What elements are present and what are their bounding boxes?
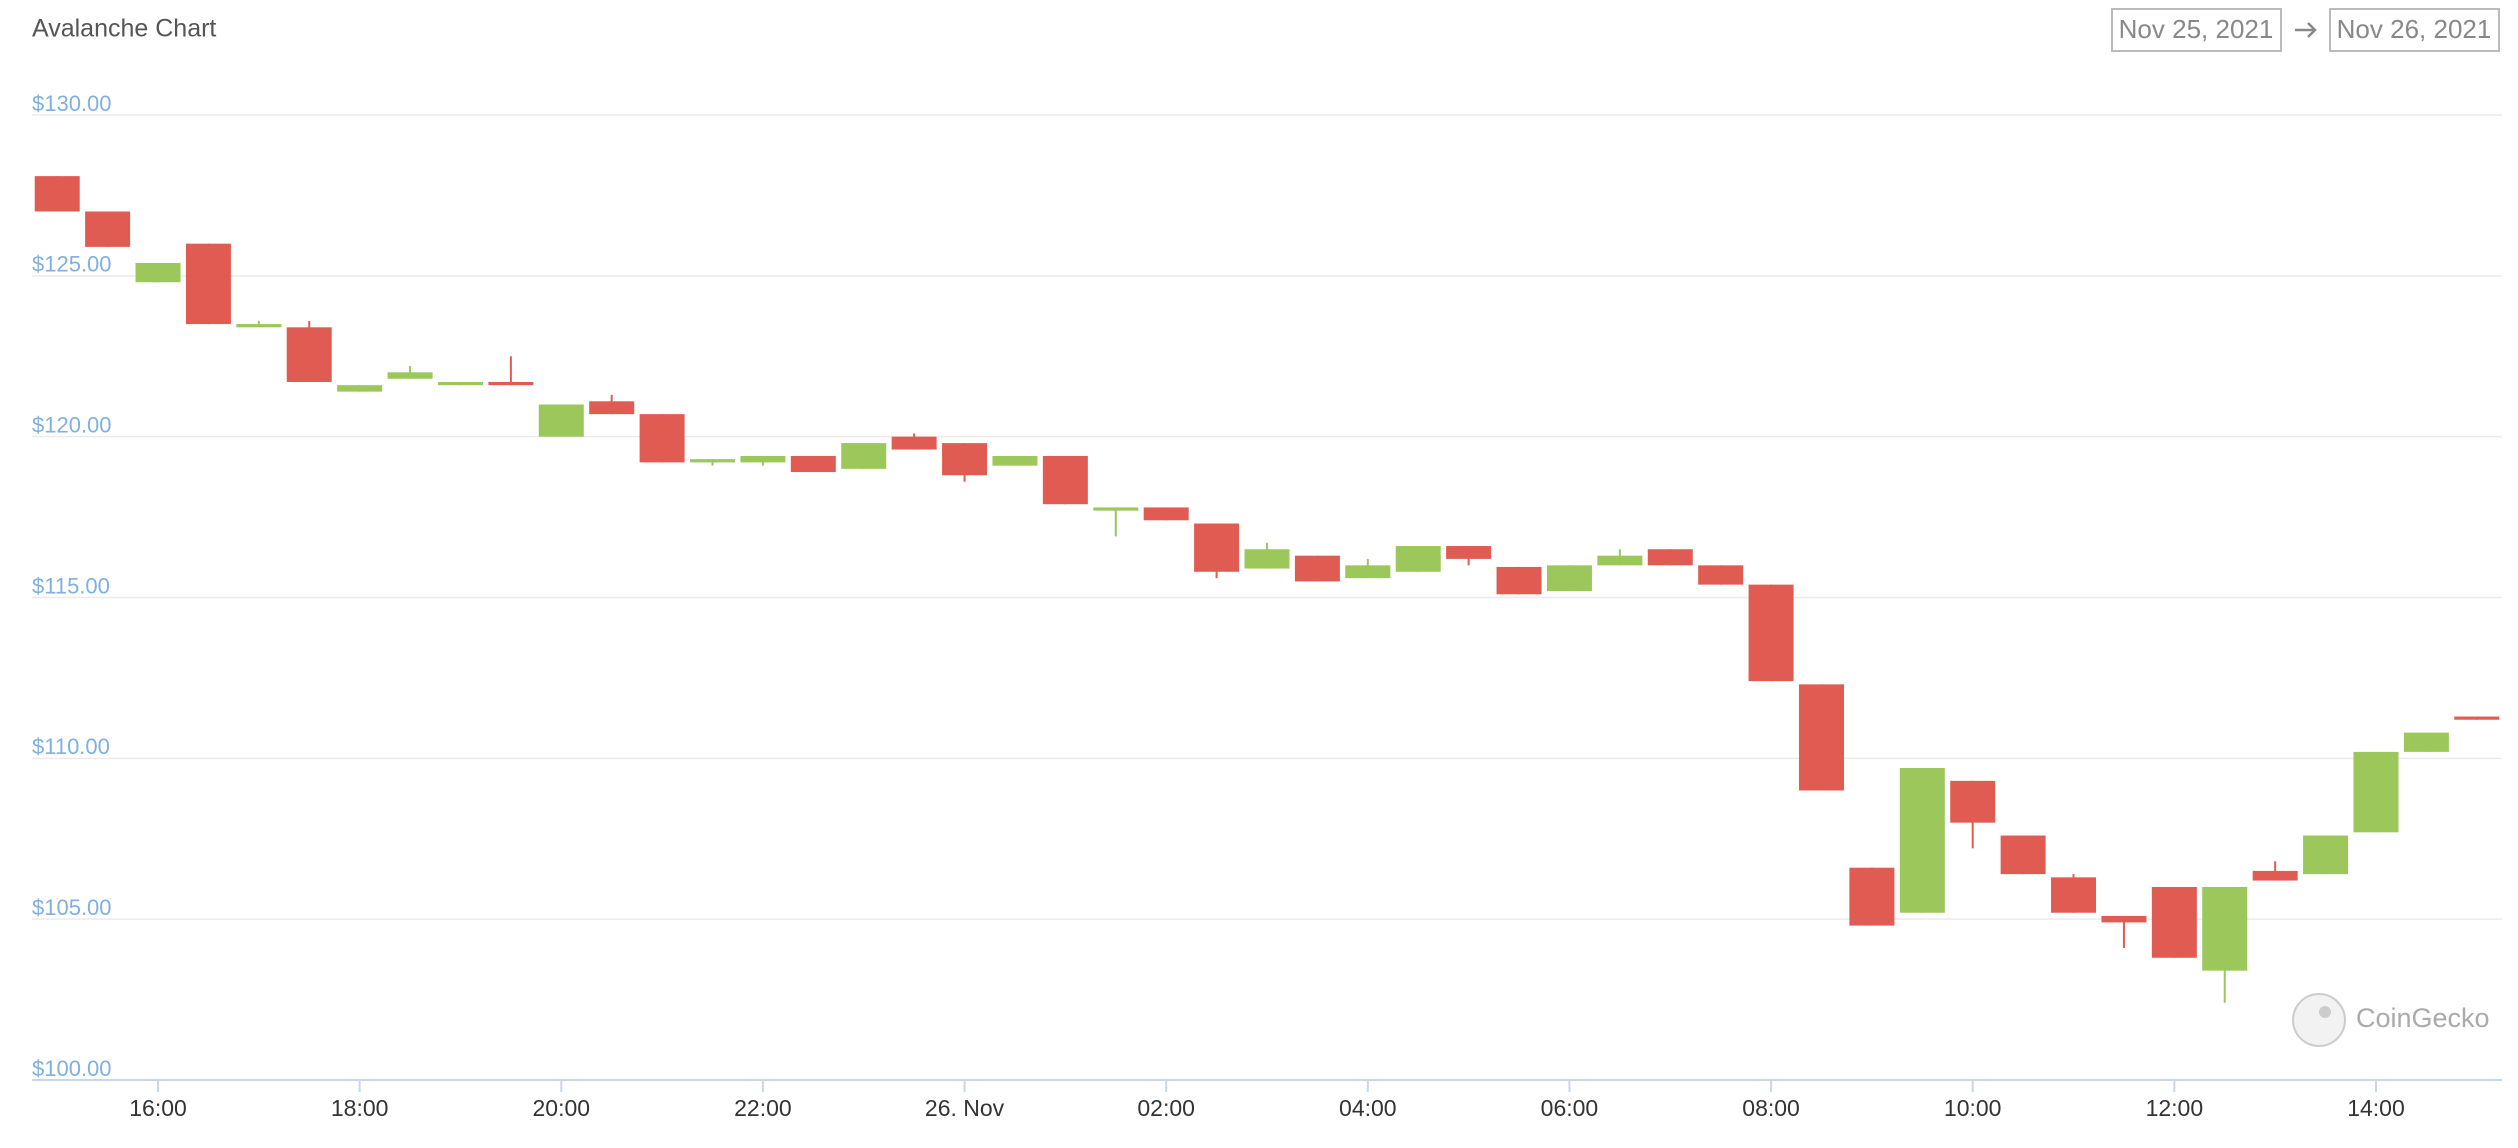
candle-body [1042, 455, 1088, 505]
chart-title: Avalanche Chart [32, 15, 216, 43]
candle-body [2101, 915, 2147, 923]
candle-body [34, 176, 80, 212]
candle-body [1546, 565, 1592, 592]
candle-body [286, 327, 332, 382]
y-tick-label: $100.00 [32, 1056, 112, 1081]
x-tick-label: 02:00 [1137, 1095, 1195, 1121]
candle-body [2454, 716, 2500, 720]
arrow-icon [2295, 22, 2317, 38]
y-tick-label: $105.00 [32, 895, 112, 920]
date-from-box[interactable] [2111, 8, 2282, 52]
candle-body [1093, 507, 1139, 511]
x-tick-label: 04:00 [1339, 1095, 1397, 1121]
candle-body [1698, 565, 1744, 585]
candle-body [1244, 549, 1290, 569]
candle-body [2000, 835, 2046, 875]
x-tick-label: 20:00 [533, 1095, 591, 1121]
candle-body [740, 455, 786, 463]
candle-body [1345, 565, 1391, 579]
candle-body [589, 401, 635, 415]
candle-body [538, 404, 584, 437]
candle-body [1496, 566, 1542, 595]
candle-body [639, 414, 685, 463]
candle-body [2403, 732, 2449, 752]
candle-body [1194, 523, 1240, 572]
candle-body [1950, 780, 1996, 823]
candle-body [488, 381, 534, 386]
watermark: CoinGecko [2356, 1003, 2490, 1033]
candle-body [1294, 555, 1340, 582]
candle-body [690, 459, 736, 463]
y-tick-label: $125.00 [32, 252, 112, 277]
date-from[interactable]: Nov 25, 2021 [2119, 14, 2274, 44]
candle-body [1748, 584, 1794, 682]
y-tick-label: $110.00 [32, 734, 110, 759]
candle-body [1798, 684, 1844, 791]
x-tick-label: 06:00 [1541, 1095, 1599, 1121]
date-to[interactable]: Nov 26, 2021 [2337, 14, 2492, 44]
watermark-logo [2292, 993, 2346, 1047]
candle-body [85, 211, 131, 247]
candle-body [337, 385, 383, 392]
candle-body [437, 381, 483, 386]
x-tick-label: 12:00 [2146, 1095, 2204, 1121]
x-tick-label: 22:00 [734, 1095, 792, 1121]
candle-body [790, 455, 836, 473]
candle-body [942, 443, 988, 476]
candle-body [992, 455, 1038, 466]
candle-body [2151, 887, 2197, 958]
candle-body [387, 372, 433, 379]
candle-body [2353, 751, 2399, 833]
candle-body [236, 324, 282, 328]
candle-body [185, 243, 231, 325]
x-tick-label: 18:00 [331, 1095, 389, 1121]
candle-body [1446, 546, 1492, 559]
x-tick-label: 14:00 [2347, 1095, 2405, 1121]
candle-body [891, 436, 937, 450]
candle-body [1647, 549, 1693, 566]
candle-body [1395, 546, 1441, 572]
candle-body [2051, 877, 2097, 913]
x-tick-label: 08:00 [1742, 1095, 1800, 1121]
y-tick-label: $130.00 [32, 91, 112, 116]
candle-body [135, 262, 181, 283]
candle-body [2202, 887, 2248, 971]
candle-body [2303, 835, 2349, 875]
candle-body [1899, 767, 1945, 913]
x-tick-label: 26. Nov [925, 1095, 1005, 1121]
date-to-box[interactable] [2329, 8, 2500, 52]
candle-body [1849, 867, 1895, 926]
candle-body [2252, 870, 2298, 881]
y-tick-label: $120.00 [32, 412, 112, 437]
x-tick-label: 10:00 [1944, 1095, 2002, 1121]
candle-body [841, 443, 887, 469]
candle-body [1143, 507, 1189, 521]
x-tick-label: 16:00 [129, 1095, 187, 1121]
y-tick-label: $115.00 [32, 573, 110, 598]
candle-body [1597, 555, 1643, 566]
